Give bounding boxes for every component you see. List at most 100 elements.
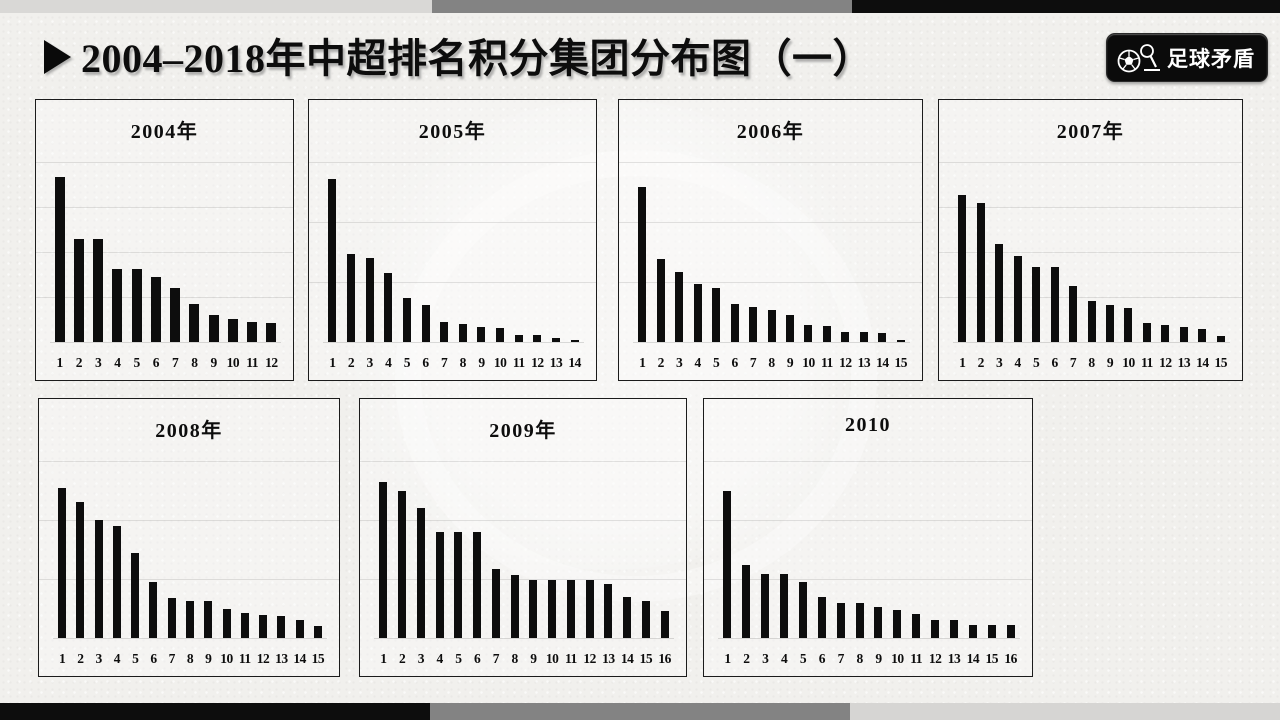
- x-tick-label: 7: [168, 651, 176, 666]
- bar-rank-8: [458, 324, 467, 342]
- x-tick-label: 6: [152, 355, 160, 370]
- chart-panel-2005: 2005年 1 2 3 4 5 6 7 8 9 10 11 12 13 14: [308, 99, 597, 381]
- bar-rank-5: [712, 288, 721, 342]
- soccer-ball-magnifier-icon: [1117, 43, 1160, 72]
- bar-rank-9: [477, 327, 486, 342]
- x-tick-label: 2: [977, 355, 985, 370]
- x-tick-label: 14: [1196, 355, 1209, 370]
- x-tick-label: 3: [762, 651, 769, 666]
- x-tick-label: 11: [1141, 355, 1153, 370]
- x-tick-label: 14: [568, 355, 581, 370]
- bar-rank-7: [491, 569, 500, 638]
- bar-rank-13: [1179, 327, 1188, 342]
- bar-rank-5: [1032, 267, 1041, 342]
- x-tick-label: 2: [77, 651, 84, 666]
- brand-logo: 足球矛盾: [1106, 33, 1268, 82]
- bar-rank-3: [93, 239, 104, 342]
- bar-rank-7: [167, 598, 176, 638]
- bar-rank-3: [675, 272, 684, 342]
- bar-rank-1: [328, 179, 337, 342]
- x-tick-label: 11: [512, 355, 525, 370]
- bar-rank-11: [566, 580, 575, 638]
- x-tick-label: 8: [1088, 355, 1095, 370]
- bar-rank-10: [222, 609, 231, 638]
- x-tick-label: 6: [474, 651, 481, 666]
- gridline: [309, 282, 596, 283]
- x-tick-label: 5: [1032, 355, 1040, 370]
- gridline: [309, 162, 596, 163]
- chart-title: 2010: [845, 414, 891, 436]
- bar-rank-1: [958, 195, 967, 342]
- x-tick-label: 11: [910, 651, 923, 666]
- gridline: [39, 579, 339, 580]
- x-tick-label: 11: [246, 355, 258, 370]
- bar-rank-4: [435, 532, 444, 638]
- bar-rank-2: [398, 491, 407, 638]
- x-tick-label: 13: [857, 355, 871, 370]
- chart-title: 2004年: [130, 121, 199, 143]
- x-tick-label: 13: [549, 355, 563, 370]
- x-tick-label: 4: [436, 651, 444, 666]
- bar-rank-7: [1069, 286, 1078, 342]
- x-axis-labels: 1 2 3 4 5 6 7 8 9 10 11 12 13 14 15: [953, 355, 1230, 371]
- bar-rank-2: [976, 203, 985, 342]
- gridline: [36, 207, 293, 208]
- x-tick-label: 13: [947, 651, 961, 666]
- x-tick-label: 6: [150, 651, 157, 666]
- x-tick-label: 10: [220, 651, 233, 666]
- x-tick-label: 3: [417, 651, 425, 666]
- x-tick-label: 6: [1051, 355, 1058, 370]
- x-tick-label: 9: [1106, 355, 1114, 370]
- x-tick-label: 4: [113, 651, 121, 666]
- top-strip-light-segment: [0, 0, 432, 13]
- x-tick-label: 11: [238, 651, 251, 666]
- x-tick-label: 11: [564, 651, 577, 666]
- bar-rank-10: [548, 580, 557, 638]
- bar-rank-3: [416, 508, 425, 638]
- x-tick-label: 9: [478, 355, 485, 370]
- x-tick-label: 15: [985, 651, 998, 666]
- bar-rank-4: [112, 269, 123, 342]
- x-tick-label: 1: [329, 355, 336, 370]
- chart-title: 2008年: [155, 420, 223, 442]
- x-tick-label: 1: [639, 355, 646, 370]
- bar-rank-10: [227, 319, 238, 342]
- x-tick-label: 12: [256, 651, 270, 666]
- x-tick-label: 3: [366, 355, 373, 370]
- gridline: [36, 162, 293, 163]
- x-tick-label: 4: [114, 355, 121, 370]
- bar-rank-6: [730, 304, 739, 342]
- bar-rank-9: [874, 607, 883, 638]
- chart-title: 2005年: [418, 121, 487, 143]
- bar-rank-11: [1142, 323, 1151, 342]
- x-tick-label: 1: [959, 355, 966, 370]
- bar-rank-11: [912, 614, 921, 638]
- bar-rank-14: [968, 625, 977, 638]
- bar-rank-8: [510, 575, 519, 638]
- x-tick-label: 3: [95, 355, 102, 370]
- bar-rank-12: [266, 323, 277, 342]
- bar-rank-2: [656, 259, 665, 342]
- x-tick-label: 13: [1177, 355, 1191, 370]
- x-tick-label: 12: [839, 355, 852, 370]
- x-tick-label: 1: [380, 651, 387, 666]
- x-tick-label: 3: [676, 355, 683, 370]
- x-tick-label: 7: [749, 355, 757, 370]
- x-tick-label: 16: [1004, 651, 1017, 666]
- bar-rank-8: [767, 310, 776, 342]
- x-tick-label: 12: [583, 651, 596, 666]
- bar-rank-10: [893, 610, 902, 638]
- gridline: [939, 297, 1242, 298]
- x-tick-label: 12: [531, 355, 544, 370]
- bar-rank-9: [1105, 305, 1114, 342]
- bar-rank-1: [58, 488, 67, 638]
- x-axis-labels: 1 2 3 4 5 6 7 8 9 10 11 12 13 14 15: [53, 651, 327, 667]
- bar-rank-4: [1013, 256, 1022, 342]
- bar-rank-12: [1161, 325, 1170, 342]
- x-tick-label: 14: [966, 651, 980, 666]
- x-tick-label: 9: [205, 651, 212, 666]
- x-tick-label: 15: [894, 355, 908, 370]
- bar-rank-7: [836, 603, 845, 638]
- bar-rank-13: [949, 620, 958, 638]
- bar-rank-14: [623, 597, 632, 638]
